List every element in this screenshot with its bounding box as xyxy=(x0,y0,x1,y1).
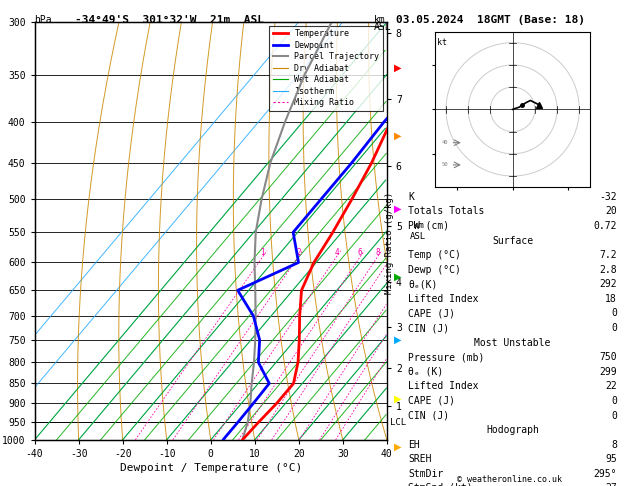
Text: ▶: ▶ xyxy=(394,131,402,141)
Text: LCL: LCL xyxy=(390,417,406,427)
Text: StmDir: StmDir xyxy=(408,469,443,479)
Text: Temp (°C): Temp (°C) xyxy=(408,250,461,260)
Text: 0: 0 xyxy=(611,396,617,406)
Text: ▶: ▶ xyxy=(394,335,402,345)
Text: 1: 1 xyxy=(260,248,265,257)
Text: θₑ(K): θₑ(K) xyxy=(408,279,438,289)
Text: 22: 22 xyxy=(605,382,617,391)
Text: K: K xyxy=(408,192,415,202)
Text: ▶: ▶ xyxy=(394,442,402,452)
Text: CIN (J): CIN (J) xyxy=(408,323,450,333)
Text: 0: 0 xyxy=(611,411,617,420)
Text: 50: 50 xyxy=(442,162,448,167)
Text: CAPE (J): CAPE (J) xyxy=(408,309,455,318)
Text: ▶: ▶ xyxy=(394,204,402,214)
Text: 0: 0 xyxy=(611,323,617,333)
Text: θₑ (K): θₑ (K) xyxy=(408,367,443,377)
Text: ASL: ASL xyxy=(374,22,392,32)
Text: Hodograph: Hodograph xyxy=(486,425,539,435)
Text: Lifted Index: Lifted Index xyxy=(408,382,479,391)
Text: 8: 8 xyxy=(611,440,617,450)
Text: 03.05.2024  18GMT (Base: 18): 03.05.2024 18GMT (Base: 18) xyxy=(396,15,585,25)
Text: Pressure (mb): Pressure (mb) xyxy=(408,352,485,362)
Text: Mixing Ratio (g/kg): Mixing Ratio (g/kg) xyxy=(386,192,394,294)
Text: -34°49'S  301°32'W  21m  ASL: -34°49'S 301°32'W 21m ASL xyxy=(75,15,264,25)
Text: PW (cm): PW (cm) xyxy=(408,221,450,231)
Text: 4: 4 xyxy=(334,248,339,257)
Text: 27: 27 xyxy=(605,484,617,486)
Legend: Temperature, Dewpoint, Parcel Trajectory, Dry Adiabat, Wet Adiabat, Isotherm, Mi: Temperature, Dewpoint, Parcel Trajectory… xyxy=(269,26,382,111)
Text: 2.8: 2.8 xyxy=(599,265,617,275)
Text: Surface: Surface xyxy=(492,236,533,245)
Text: 95: 95 xyxy=(605,454,617,464)
Text: CIN (J): CIN (J) xyxy=(408,411,450,420)
Text: km: km xyxy=(374,15,386,25)
X-axis label: Dewpoint / Temperature (°C): Dewpoint / Temperature (°C) xyxy=(120,463,302,473)
Text: Dewp (°C): Dewp (°C) xyxy=(408,265,461,275)
Text: 7.2: 7.2 xyxy=(599,250,617,260)
Text: ▶: ▶ xyxy=(394,394,402,403)
Text: 18: 18 xyxy=(605,294,617,304)
Text: 8: 8 xyxy=(376,248,380,257)
Text: 0: 0 xyxy=(611,309,617,318)
Text: StmSpd (kt): StmSpd (kt) xyxy=(408,484,473,486)
Text: -32: -32 xyxy=(599,192,617,202)
Text: 2: 2 xyxy=(296,248,301,257)
Text: CAPE (J): CAPE (J) xyxy=(408,396,455,406)
Text: SREH: SREH xyxy=(408,454,432,464)
Text: 299: 299 xyxy=(599,367,617,377)
Text: 20: 20 xyxy=(605,207,617,216)
Text: 6: 6 xyxy=(358,248,362,257)
Text: Totals Totals: Totals Totals xyxy=(408,207,485,216)
Text: 292: 292 xyxy=(599,279,617,289)
Text: © weatheronline.co.uk: © weatheronline.co.uk xyxy=(457,474,562,484)
Text: 0.72: 0.72 xyxy=(593,221,617,231)
Text: kt: kt xyxy=(437,38,447,47)
Y-axis label: km
ASL: km ASL xyxy=(410,221,426,241)
Text: ▶: ▶ xyxy=(394,272,402,282)
Text: EH: EH xyxy=(408,440,420,450)
Text: Lifted Index: Lifted Index xyxy=(408,294,479,304)
Text: 295°: 295° xyxy=(593,469,617,479)
Text: 40: 40 xyxy=(442,140,448,145)
Text: ▶: ▶ xyxy=(394,63,402,73)
Text: 750: 750 xyxy=(599,352,617,362)
Text: Most Unstable: Most Unstable xyxy=(474,338,551,347)
Text: hPa: hPa xyxy=(35,15,52,25)
